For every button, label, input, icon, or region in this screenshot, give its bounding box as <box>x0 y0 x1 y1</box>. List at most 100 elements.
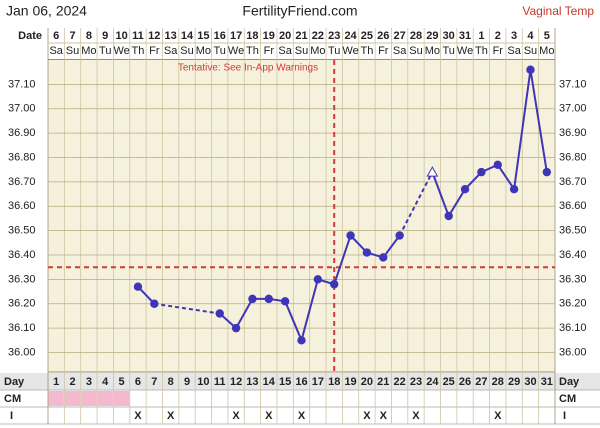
date-label: 2 <box>495 30 501 42</box>
y-tick-label-right: 36.20 <box>559 298 587 310</box>
weekday-label: We <box>342 45 358 57</box>
intercourse-mark: X <box>363 410 371 422</box>
date-label: 17 <box>230 30 242 42</box>
date-label: 19 <box>263 30 275 42</box>
date-label: 15 <box>197 30 209 42</box>
temp-marker <box>509 184 519 194</box>
y-tick-label-right: 36.40 <box>559 249 587 261</box>
day-label: 31 <box>541 376 553 388</box>
temp-marker <box>215 309 224 318</box>
date-label: 18 <box>246 30 258 42</box>
day-label: 30 <box>524 376 536 388</box>
y-tick-label-right: 36.30 <box>559 273 587 285</box>
date-row-label: Date <box>18 30 42 42</box>
y-tick-label: 36.70 <box>8 176 36 188</box>
y-tick-label: 36.80 <box>8 151 36 163</box>
y-tick-label: 36.20 <box>8 298 36 310</box>
y-tick-label-right: 36.10 <box>559 322 587 334</box>
day-label: 14 <box>263 376 276 388</box>
day-label: 5 <box>119 376 125 388</box>
day-label: 15 <box>279 376 291 388</box>
day-label: 28 <box>492 376 504 388</box>
intercourse-row-label: I <box>10 410 13 422</box>
y-tick-label-right: 36.00 <box>559 346 587 358</box>
day-label: 7 <box>151 376 157 388</box>
weekday-label: Su <box>180 45 193 57</box>
day-label: 8 <box>168 376 174 388</box>
intercourse-mark: X <box>167 410 175 422</box>
annotation: Tentative: See In-App Warnings <box>178 63 318 74</box>
weekday-label: We <box>457 45 473 57</box>
temp-marker <box>362 248 372 257</box>
day-row-label: Day <box>4 376 25 388</box>
cm-row-label-right: CM <box>559 393 576 405</box>
day-label: 22 <box>394 376 406 388</box>
temp-marker <box>133 282 143 291</box>
weekday-label: Su <box>66 45 79 57</box>
weekday-label: Su <box>409 45 422 57</box>
y-tick-label-right: 36.70 <box>559 176 587 188</box>
weekday-label: Mo <box>81 45 96 57</box>
intercourse-mark: X <box>494 410 502 422</box>
y-tick-label: 36.90 <box>8 127 36 139</box>
day-label: 18 <box>328 376 340 388</box>
date-label: 4 <box>527 30 534 42</box>
chart-date: Jan 06, 2024 <box>6 3 87 19</box>
temp-marker <box>542 167 552 177</box>
day-label: 3 <box>86 376 92 388</box>
date-label: 11 <box>132 30 144 42</box>
date-label: 29 <box>426 30 438 42</box>
temp-marker <box>313 275 323 284</box>
weekday-label: Th <box>475 45 488 57</box>
day-label: 4 <box>102 376 109 388</box>
day-label: 17 <box>312 376 324 388</box>
day-label: 12 <box>230 376 242 388</box>
y-tick-label-right: 36.60 <box>559 200 587 212</box>
weekday-label: Sa <box>164 45 178 57</box>
temp-segment <box>496 164 515 190</box>
date-label: 31 <box>459 30 471 42</box>
weekday-label: We <box>113 45 129 57</box>
date-label: 28 <box>410 30 422 42</box>
temp-marker <box>330 280 339 289</box>
intercourse-mark: X <box>265 410 273 422</box>
weekday-label: Fr <box>264 45 275 57</box>
intercourse-mark: X <box>232 410 240 422</box>
date-label: 6 <box>53 30 59 42</box>
temp-marker <box>460 184 470 194</box>
period-cell <box>48 391 64 406</box>
y-tick-label: 36.60 <box>8 200 36 212</box>
y-tick-label: 37.00 <box>8 103 36 115</box>
day-label: 26 <box>459 376 471 388</box>
date-label: 25 <box>361 30 373 42</box>
date-label: 26 <box>377 30 389 42</box>
weekday-label: Fr <box>149 45 160 57</box>
weekday-label: Th <box>132 45 145 57</box>
day-label: 21 <box>377 376 389 388</box>
weekday-label: Mo <box>539 45 554 57</box>
y-tick-label-right: 36.80 <box>559 151 587 163</box>
weekday-label: Th <box>360 45 373 57</box>
date-label: 23 <box>328 30 340 42</box>
weekday-label: Th <box>246 45 259 57</box>
temp-marker <box>493 160 502 170</box>
date-label: 13 <box>165 30 177 42</box>
temp-marker <box>444 211 453 221</box>
weekday-label: Su <box>524 45 537 57</box>
day-row-background <box>0 373 600 390</box>
day-label: 2 <box>69 376 75 388</box>
day-label: 23 <box>410 376 422 388</box>
y-tick-label: 36.50 <box>8 225 36 237</box>
day-label: 29 <box>508 376 520 388</box>
plot-background <box>48 60 555 372</box>
temp-marker <box>477 167 486 177</box>
period-cell <box>97 391 113 406</box>
cm-row-label: CM <box>4 393 21 405</box>
temp-marker <box>379 253 388 262</box>
period-cell <box>81 391 97 406</box>
temp-marker <box>280 297 290 306</box>
weekday-label: Tu <box>442 45 454 57</box>
date-label: 3 <box>511 30 517 42</box>
weekday-label: Sa <box>49 45 63 57</box>
